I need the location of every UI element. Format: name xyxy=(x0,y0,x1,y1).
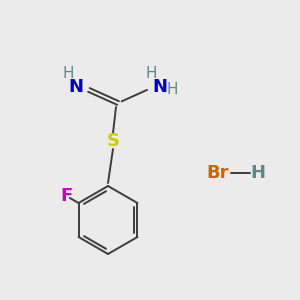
Text: F: F xyxy=(60,187,73,205)
Text: S: S xyxy=(106,132,119,150)
Text: H: H xyxy=(62,67,74,82)
Text: N: N xyxy=(68,78,83,96)
Text: H: H xyxy=(250,164,266,182)
Text: H: H xyxy=(166,82,178,97)
Text: H: H xyxy=(145,67,157,82)
Text: N: N xyxy=(152,78,167,96)
Text: Br: Br xyxy=(207,164,229,182)
